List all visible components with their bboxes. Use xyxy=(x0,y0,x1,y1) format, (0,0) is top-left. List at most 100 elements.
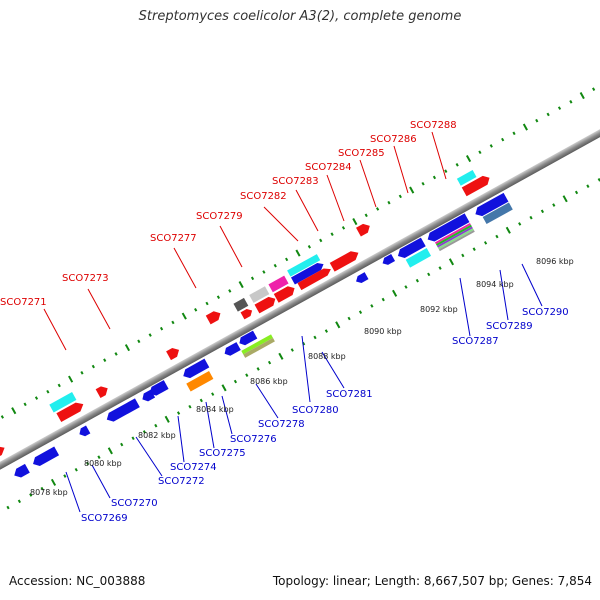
gene-label-top[interactable]: SCO7273 xyxy=(62,273,109,284)
gene-arrow-bottom[interactable] xyxy=(473,192,509,219)
gene-arrow-bottom[interactable] xyxy=(181,358,210,381)
tick-mark xyxy=(574,190,579,195)
gene-label-bottom[interactable]: SCO7278 xyxy=(258,419,305,430)
gene-label-bottom[interactable]: SCO7274 xyxy=(170,462,217,473)
tick-mark xyxy=(233,379,238,384)
tick-mark xyxy=(205,301,209,306)
gene-arrow-top[interactable] xyxy=(254,294,278,314)
tick-mark xyxy=(341,226,346,230)
gene-label-bottom[interactable]: SCO7272 xyxy=(158,476,205,487)
gene-label-bottom[interactable]: SCO7281 xyxy=(326,389,373,400)
gene-box-bottom[interactable] xyxy=(438,229,475,252)
kbp-tick-label: 8082 kbp xyxy=(138,431,176,440)
accession-text: Accession: NC_003888 xyxy=(9,574,146,588)
gene-arrow-bottom[interactable] xyxy=(381,254,396,267)
tick-mark xyxy=(307,244,311,249)
gene-box-top[interactable] xyxy=(287,254,321,277)
tick-mark xyxy=(74,467,78,472)
gene-label-bottom[interactable]: SCO7287 xyxy=(452,336,499,347)
tick-mark xyxy=(148,333,152,337)
tick-mark xyxy=(278,352,284,360)
tick-mark xyxy=(250,276,255,281)
gene-arrow-bottom[interactable] xyxy=(12,463,30,480)
tick-mark xyxy=(535,118,539,123)
gene-box-top[interactable] xyxy=(268,275,289,293)
tick-mark xyxy=(120,442,124,447)
tick-mark xyxy=(114,352,118,356)
gene-arrow-top[interactable] xyxy=(166,346,181,361)
gene-label-bottom[interactable]: SCO7276 xyxy=(230,434,277,445)
gene-box-bottom[interactable] xyxy=(482,202,513,225)
gene-box-bottom[interactable] xyxy=(241,334,273,355)
gene-label-top[interactable]: SCO7288 xyxy=(410,120,457,131)
tick-mark xyxy=(562,195,568,203)
gene-label-top[interactable]: SCO7284 xyxy=(305,162,352,173)
tick-mark xyxy=(579,91,585,100)
tick-mark xyxy=(529,215,533,220)
gene-arrow-top[interactable] xyxy=(56,400,85,423)
gene-label-bottom[interactable]: SCO7290 xyxy=(522,307,569,318)
gene-arrow-top[interactable] xyxy=(329,248,361,272)
tick-mark xyxy=(552,203,556,207)
gene-label-top[interactable]: SCO7271 xyxy=(0,297,47,308)
tick-mark xyxy=(404,285,408,289)
gene-label-bottom[interactable]: SCO7280 xyxy=(292,405,339,416)
gene-box-top[interactable] xyxy=(233,297,249,312)
gene-arrow-bottom[interactable] xyxy=(354,272,369,285)
gene-box-bottom[interactable] xyxy=(405,248,432,268)
gene-label-top[interactable]: SCO7283 xyxy=(272,176,319,187)
gene-box-top[interactable] xyxy=(49,392,77,413)
gene-box-bottom[interactable] xyxy=(243,337,275,358)
tick-mark xyxy=(216,295,221,299)
gene-arrow-bottom[interactable] xyxy=(147,380,169,398)
gene-arrow-bottom[interactable] xyxy=(425,213,470,244)
tick-mark xyxy=(472,247,476,251)
tick-mark xyxy=(569,100,573,104)
tick-mark xyxy=(518,222,522,226)
gene-label-top[interactable]: SCO7277 xyxy=(150,233,197,244)
gene-arrow-bottom[interactable] xyxy=(31,446,60,469)
gene-label-top[interactable]: SCO7279 xyxy=(196,211,243,222)
gene-arrow-top[interactable] xyxy=(95,384,110,399)
gene-box-bottom[interactable] xyxy=(436,226,473,248)
gene-box-top[interactable] xyxy=(249,286,270,303)
gene-label-top[interactable]: SCO7282 xyxy=(240,191,287,202)
gene-box-bottom[interactable] xyxy=(435,224,472,246)
gene-arrow-top[interactable] xyxy=(273,284,297,303)
gene-arrow-top[interactable] xyxy=(297,266,332,291)
tick-mark xyxy=(421,181,425,186)
gene-label-bottom[interactable]: SCO7269 xyxy=(81,513,128,524)
tick-mark xyxy=(273,263,277,268)
kbp-tick-label: 8096 kbp xyxy=(536,257,574,266)
gene-label-top[interactable]: SCO7286 xyxy=(370,134,417,145)
gene-arrow-bottom[interactable] xyxy=(396,237,426,261)
gene-box-top[interactable] xyxy=(456,170,477,186)
gene-arrow-top[interactable] xyxy=(290,261,325,285)
gene-box-bottom[interactable] xyxy=(437,228,474,250)
tick-mark xyxy=(63,474,67,478)
tick-mark xyxy=(46,389,50,394)
gene-arrow-bottom[interactable] xyxy=(237,330,258,348)
tick-mark xyxy=(347,316,351,321)
gene-label-top[interactable]: SCO7285 xyxy=(338,148,385,159)
gene-arrow-top[interactable] xyxy=(240,307,254,320)
gene-arrow-bottom[interactable] xyxy=(77,425,91,438)
tick-mark xyxy=(501,137,505,142)
tick-mark xyxy=(142,430,147,434)
gene-box-bottom[interactable] xyxy=(186,371,214,392)
gene-arrow-bottom[interactable] xyxy=(104,398,140,424)
gene-label-bottom[interactable]: SCO7275 xyxy=(199,448,246,459)
gene-box-bottom[interactable] xyxy=(434,222,471,245)
top-gene-labels: SCO7271 SCO7273 SCO7277 SCO7279 SCO7282 … xyxy=(0,120,457,308)
tick-mark xyxy=(23,402,27,407)
gene-arrow-top[interactable] xyxy=(461,173,492,197)
kbp-tick-label: 8078 kbp xyxy=(30,488,68,497)
gene-arrow-top[interactable] xyxy=(356,221,372,237)
gene-arrow-top[interactable] xyxy=(205,309,223,325)
tick-mark xyxy=(489,144,493,148)
tick-mark xyxy=(444,169,448,173)
gene-label-bottom[interactable]: SCO7289 xyxy=(486,321,533,332)
gene-arrow-bottom[interactable] xyxy=(222,342,241,358)
gene-label-bottom[interactable]: SCO7270 xyxy=(111,498,158,509)
bottom-gene-labels: SCO7269 SCO7270 SCO7272 SCO7274 SCO7275 … xyxy=(81,307,569,524)
